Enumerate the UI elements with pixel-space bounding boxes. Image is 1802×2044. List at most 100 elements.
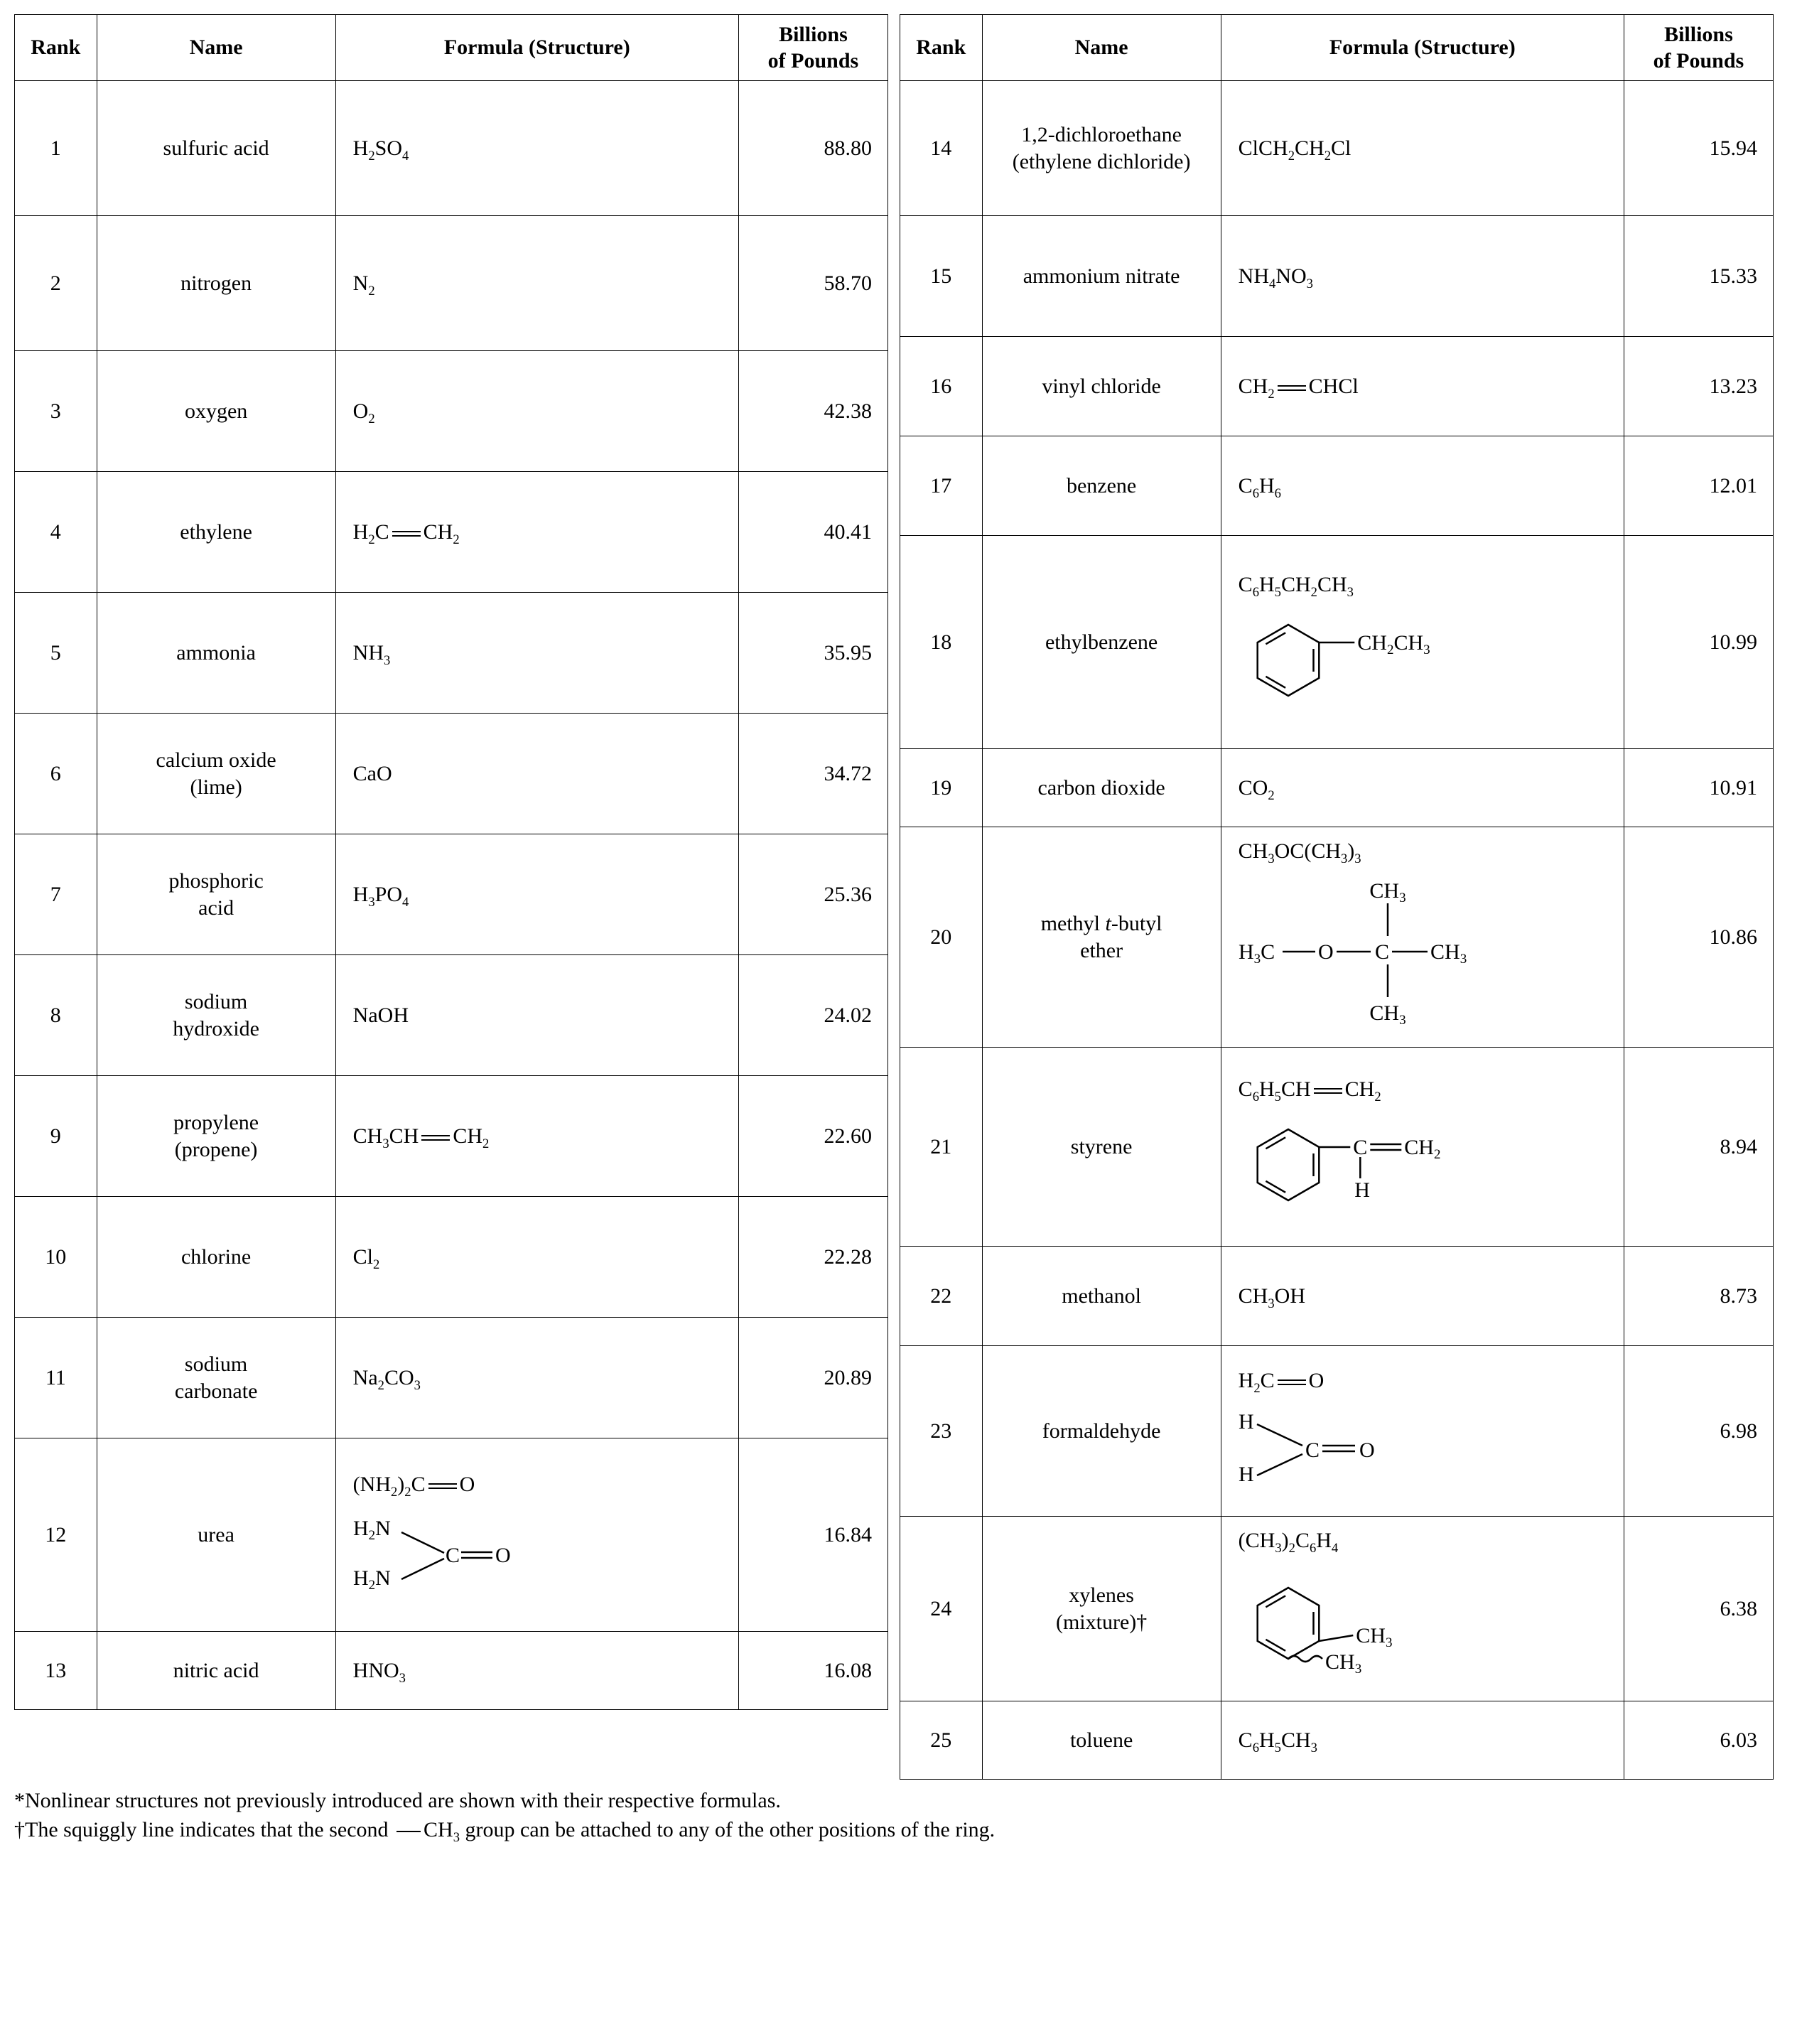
cell-rank: 14 [900,81,983,216]
table-row: 9propylene(propene)CH3CHCH222.60 [15,1076,888,1197]
svg-text:H: H [1239,1463,1254,1486]
benzene-ring-icon: CH2CH3 [1239,614,1509,706]
cell-formula: (CH3)2C6H4 CH3 CH3 [1221,1517,1624,1701]
svg-text:CH3: CH3 [1356,1624,1392,1650]
cell-formula: C6H5CHCH2 C CH2 H [1221,1048,1624,1247]
table-row: 13nitric acidHNO316.08 [15,1632,888,1710]
svg-text:C: C [1375,940,1389,964]
cell-pounds: 58.70 [738,216,887,351]
cell-name: sodiumhydroxide [97,955,335,1076]
cell-formula: Cl2 [335,1197,738,1318]
cell-name: toluene [982,1701,1221,1780]
table-row: 10chlorineCl222.28 [15,1197,888,1318]
table-row: 3oxygenO242.38 [15,351,888,472]
col-formula: Formula (Structure) [335,15,738,81]
cell-formula: CH3OH [1221,1247,1624,1346]
cell-pounds: 12.01 [1624,436,1773,536]
svg-text:CH3: CH3 [1430,940,1467,967]
col-rank: Rank [900,15,983,81]
cell-pounds: 40.41 [738,472,887,593]
cell-name: sulfuric acid [97,81,335,216]
table-row: 24xylenes(mixture)†(CH3)2C6H4 CH3 CH36.3… [900,1517,1774,1701]
cell-pounds: 10.86 [1624,827,1773,1048]
cell-name: oxygen [97,351,335,472]
cell-name: 1,2-dichloroethane(ethylene dichloride) [982,81,1221,216]
cell-name: ethylene [97,472,335,593]
cell-rank: 8 [15,955,97,1076]
svg-text:CH2: CH2 [1404,1136,1440,1162]
col-name: Name [982,15,1221,81]
xylenes-structure-icon: CH3 CH3 [1239,1570,1473,1684]
table-row: 16vinyl chlorideCH2CHCl13.23 [900,337,1774,436]
cell-formula: Na2CO3 [335,1318,738,1438]
cell-pounds: 13.23 [1624,337,1773,436]
svg-text:CH3: CH3 [1369,881,1406,905]
cell-pounds: 15.33 [1624,216,1773,337]
benzene-ring-icon: C CH2 H [1239,1119,1551,1211]
cell-name: methanol [982,1247,1221,1346]
cell-rank: 21 [900,1048,983,1247]
cell-rank: 3 [15,351,97,472]
col-name: Name [97,15,335,81]
table-row: 20methyl t-butyletherCH3OC(CH3)3 CH3 H3C… [900,827,1774,1048]
cell-formula: CH2CHCl [1221,337,1624,436]
cell-name: vinyl chloride [982,337,1221,436]
cell-rank: 22 [900,1247,983,1346]
cell-formula: O2 [335,351,738,472]
cell-pounds: 16.84 [738,1438,887,1632]
cell-pounds: 6.03 [1624,1701,1773,1780]
mtbe-structure-icon: CH3 H3C O C CH3 CH3 [1239,881,1494,1030]
cell-pounds: 25.36 [738,834,887,955]
table-row: 8sodiumhydroxideNaOH24.02 [15,955,888,1076]
cell-rank: 17 [900,436,983,536]
urea-structure-icon: H2N H2N C O [353,1514,538,1592]
cell-rank: 24 [900,1517,983,1701]
cell-rank: 18 [900,536,983,749]
cell-rank: 2 [15,216,97,351]
cell-rank: 11 [15,1318,97,1438]
table-row: 15ammonium nitrateNH4NO315.33 [900,216,1774,337]
cell-formula: CH3OC(CH3)3 CH3 H3C O C CH3 CH3 [1221,827,1624,1048]
table-row: 17benzeneC6H612.01 [900,436,1774,536]
cell-pounds: 16.08 [738,1632,887,1710]
header-row: Rank Name Formula (Structure) Billionsof… [900,15,1774,81]
cell-pounds: 20.89 [738,1318,887,1438]
table-row: 7phosphoricacidH3PO425.36 [15,834,888,955]
svg-text:H: H [1239,1410,1254,1434]
table-row: 2nitrogenN258.70 [15,216,888,351]
cell-pounds: 22.28 [738,1197,887,1318]
cell-pounds: 15.94 [1624,81,1773,216]
cell-pounds: 35.95 [738,593,887,714]
cell-name: xylenes(mixture)† [982,1517,1221,1701]
svg-text:H: H [1354,1178,1370,1202]
svg-text:CH2CH3: CH2CH3 [1357,631,1430,657]
cell-pounds: 88.80 [738,81,887,216]
cell-name: urea [97,1438,335,1632]
svg-text:O: O [1359,1438,1375,1462]
chemicals-table-right: Rank Name Formula (Structure) Billionsof… [900,14,1774,1780]
cell-rank: 20 [900,827,983,1048]
cell-formula: CO2 [1221,749,1624,827]
cell-rank: 6 [15,714,97,834]
cell-pounds: 24.02 [738,955,887,1076]
svg-text:C: C [1353,1136,1367,1159]
cell-formula: C6H6 [1221,436,1624,536]
cell-name: ammonia [97,593,335,714]
cell-rank: 4 [15,472,97,593]
table-row: 5ammoniaNH335.95 [15,593,888,714]
svg-text:O: O [495,1544,511,1567]
cell-pounds: 8.94 [1624,1048,1773,1247]
cell-formula: NH3 [335,593,738,714]
chemicals-table-left: Rank Name Formula (Structure) Billionsof… [14,14,888,1710]
cell-name: ethylbenzene [982,536,1221,749]
cell-pounds: 42.38 [738,351,887,472]
svg-text:C: C [446,1544,460,1567]
cell-pounds: 22.60 [738,1076,887,1197]
table-row: 4ethyleneH2CCH240.41 [15,472,888,593]
cell-rank: 19 [900,749,983,827]
cell-formula: CH3CHCH2 [335,1076,738,1197]
cell-formula: (NH2)2CO H2N H2N C O [335,1438,738,1632]
cell-name: sodiumcarbonate [97,1318,335,1438]
cell-formula: NaOH [335,955,738,1076]
cell-rank: 16 [900,337,983,436]
